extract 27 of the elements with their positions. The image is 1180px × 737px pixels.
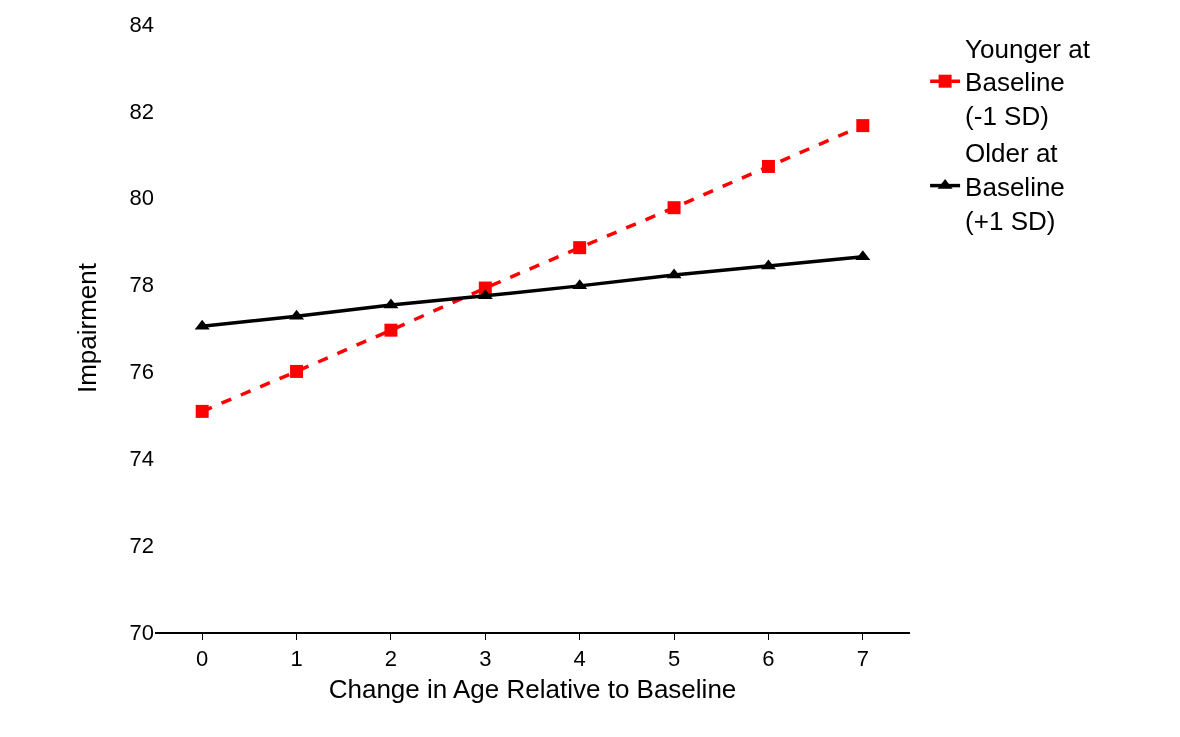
y-tick-label: 84 (129, 11, 154, 37)
legend-label: Younger at Baseline (-1 SD) (965, 33, 1091, 132)
point (384, 323, 398, 337)
x-tick-label: 6 (762, 646, 775, 672)
y-tick-label: 78 (129, 272, 154, 298)
x-tick-label: 2 (384, 646, 398, 672)
x-tick-label: 0 (196, 646, 209, 672)
point (856, 119, 870, 133)
y-tick-label: 74 (129, 445, 154, 471)
y-tick-label: 80 (129, 185, 154, 211)
y-tick-label: 70 (129, 619, 154, 645)
x-axis-title: Change in Age Relative to Baseline (328, 674, 737, 705)
x-tick-label: 3 (479, 646, 492, 672)
y-axis-title: Impairment (71, 262, 102, 394)
point (195, 404, 209, 418)
x-tick-label: 5 (667, 646, 681, 672)
legend-label: Older at Baseline (+1 SD) (965, 137, 1065, 236)
x-tick-label: 1 (290, 646, 303, 672)
x-tick-label: 7 (856, 646, 869, 672)
y-tick-label: 82 (129, 98, 154, 124)
point (573, 241, 587, 255)
y-tick-label: 76 (129, 359, 154, 385)
point (290, 364, 304, 378)
y-tick-label: 72 (129, 532, 154, 558)
point (761, 159, 775, 173)
point (667, 201, 681, 215)
x-tick-label: 4 (573, 646, 586, 672)
